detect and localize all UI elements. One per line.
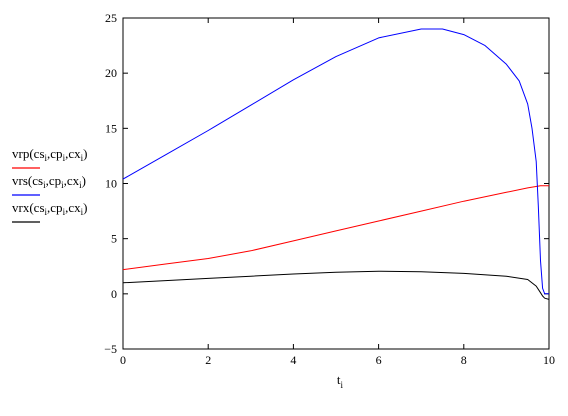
y-tick-label: −5 bbox=[104, 342, 117, 356]
x-tick-label: 4 bbox=[290, 353, 296, 367]
x-tick-label: 0 bbox=[120, 353, 126, 367]
legend-function-name: vrs( bbox=[12, 173, 32, 188]
x-tick-label: 2 bbox=[205, 353, 211, 367]
legend-arg-subscript: i bbox=[45, 153, 48, 163]
legend: vrp(csi,cpi,cxi)vrs(csi,cpi,cxi)vrx(csi,… bbox=[12, 146, 87, 223]
legend-separator: ) bbox=[82, 173, 86, 188]
x-axis-label: ti bbox=[337, 372, 344, 390]
y-tick-label: 25 bbox=[105, 11, 117, 25]
series-line-1 bbox=[122, 185, 549, 271]
legend-arg-subscript: i bbox=[81, 153, 84, 163]
legend-function-name: vrp( bbox=[12, 146, 34, 161]
legend-arg: cp bbox=[50, 200, 62, 215]
x-tick-label: 10 bbox=[543, 353, 555, 367]
legend-label-3: vrx(csi,cpi,cxi) bbox=[12, 200, 87, 217]
legend-separator: , bbox=[47, 200, 50, 215]
series-2-group bbox=[122, 28, 549, 295]
legend-arg-subscript: i bbox=[43, 180, 46, 190]
legend-function-name: vrx( bbox=[12, 200, 34, 215]
series-3-group bbox=[122, 270, 550, 300]
legend-arg-subscript: i bbox=[45, 207, 48, 217]
legend-arg: cx bbox=[67, 173, 80, 188]
y-tick-label: 20 bbox=[105, 66, 117, 80]
series-line-2 bbox=[122, 28, 549, 295]
legend-arg: cp bbox=[49, 173, 61, 188]
legend-arg: cx bbox=[68, 200, 81, 215]
series-layer bbox=[122, 28, 550, 300]
legend-label-1: vrp(csi,cpi,cxi) bbox=[12, 146, 87, 163]
legend-label-2: vrs(csi,cpi,cxi) bbox=[12, 173, 86, 190]
legend-arg-subscript: i bbox=[61, 180, 64, 190]
y-tick-label: 15 bbox=[105, 121, 117, 135]
legend-separator: , bbox=[64, 173, 67, 188]
y-tick-label: 10 bbox=[105, 177, 117, 191]
legend-arg: cs bbox=[32, 173, 43, 188]
legend-separator: ) bbox=[83, 200, 87, 215]
legend-separator: ) bbox=[83, 146, 87, 161]
x-tick-label: 6 bbox=[376, 353, 382, 367]
legend-separator: , bbox=[65, 146, 68, 161]
series-line-3 bbox=[122, 270, 550, 300]
legend-arg-subscript: i bbox=[81, 207, 84, 217]
legend-arg: cx bbox=[68, 146, 81, 161]
x-tick-label: 8 bbox=[461, 353, 467, 367]
legend-arg: cp bbox=[50, 146, 62, 161]
x-axis-label-subscript: i bbox=[341, 380, 344, 390]
y-tick-label: 0 bbox=[111, 287, 117, 301]
legend-separator: , bbox=[47, 146, 50, 161]
legend-arg: cs bbox=[34, 146, 45, 161]
series-1-group bbox=[122, 185, 549, 271]
legend-separator: , bbox=[65, 200, 68, 215]
legend-separator: , bbox=[46, 173, 49, 188]
y-tick-label: 5 bbox=[111, 232, 117, 246]
legend-arg: cs bbox=[34, 200, 45, 215]
legend-arg-subscript: i bbox=[63, 153, 66, 163]
x-axis-label-main: t bbox=[337, 372, 341, 387]
plot-frame bbox=[122, 17, 550, 350]
legend-arg-subscript: i bbox=[63, 207, 66, 217]
legend-arg-subscript: i bbox=[79, 180, 82, 190]
